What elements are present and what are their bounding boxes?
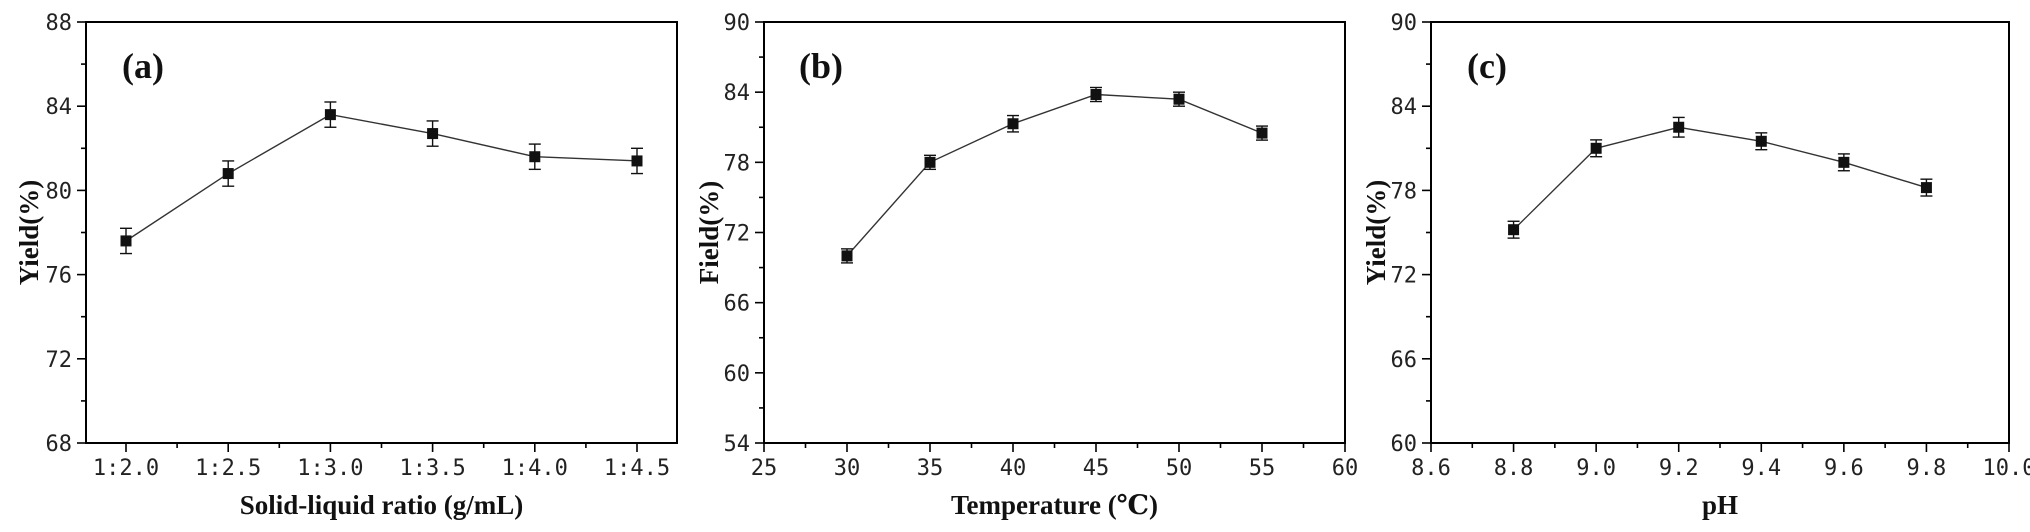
x-tick-label-c: 10.0 <box>1983 456 2030 481</box>
y-tick-label-a: 76 <box>46 264 73 289</box>
x-tick-label-a: 1:3.5 <box>399 456 465 481</box>
y-tick-label-c: 78 <box>1391 179 1418 204</box>
x-ticks-a: 1:2.0 1:2.5 1:3.0 1:3.5 1:4.0 1:4.5 <box>93 443 670 481</box>
y-tick-label-b: 60 <box>724 362 751 387</box>
x-ticks-c: 8.6 8.8 9.0 9.2 9.4 9.6 9.8 10.0 <box>1411 443 2030 481</box>
x-tick-label-b: 35 <box>917 456 944 481</box>
x-axis-label-a: Solid-liquid ratio (g/mL) <box>240 490 524 520</box>
data-point-a <box>529 151 541 163</box>
panel-label-c: (c) <box>1467 46 1507 86</box>
x-tick-label-a: 1:3.0 <box>297 456 363 481</box>
x-tick-label-c: 8.6 <box>1411 456 1451 481</box>
series-a <box>120 101 643 255</box>
data-point-c <box>1508 224 1520 236</box>
y-ticks-a: 68 72 76 80 84 88 <box>46 11 86 457</box>
data-point-a <box>120 235 132 247</box>
y-ticks-b: 54 60 66 72 78 84 90 <box>724 11 764 457</box>
data-point-c <box>1838 156 1850 168</box>
data-point-a <box>631 155 643 167</box>
data-point-c <box>1755 135 1767 147</box>
y-tick-label-b: 84 <box>724 81 751 106</box>
series-c <box>1507 116 1933 239</box>
panel-label-a: (a) <box>122 46 164 86</box>
data-point-b <box>924 156 936 168</box>
y-tick-label-c: 90 <box>1391 11 1418 36</box>
x-tick-label-c: 9.0 <box>1576 456 1616 481</box>
x-tick-label-c: 9.8 <box>1907 456 1947 481</box>
x-tick-label-c: 9.4 <box>1741 456 1781 481</box>
x-tick-label-b: 40 <box>1000 456 1027 481</box>
y-tick-label-c: 60 <box>1391 432 1418 457</box>
y-axis-label-c: Yield(%) <box>1361 180 1391 285</box>
data-point-b <box>1173 93 1185 105</box>
x-tick-label-b: 60 <box>1332 456 1359 481</box>
x-tick-label-c: 8.8 <box>1494 456 1534 481</box>
y-tick-label-b: 54 <box>724 432 751 457</box>
x-tick-label-a: 1:2.5 <box>195 456 261 481</box>
data-point-b <box>841 250 853 262</box>
plot-frame-a <box>85 21 678 444</box>
x-tick-label-a: 1:2.0 <box>93 456 159 481</box>
y-tick-label-a: 88 <box>46 11 73 36</box>
data-point-c <box>1590 142 1602 154</box>
x-tick-label-b: 50 <box>1166 456 1193 481</box>
series-line-b <box>846 93 1263 257</box>
data-point-b <box>1256 127 1268 139</box>
panel-a: 1:2.0 1:2.5 1:3.0 1:3.5 1:4.0 1:4.5 68 72 76 80 8… <box>14 11 678 520</box>
y-axis-label-b: Field(%) <box>694 181 724 284</box>
y-tick-label-c: 66 <box>1391 348 1418 373</box>
y-tick-label-c: 84 <box>1391 95 1418 120</box>
x-tick-label-c: 9.2 <box>1659 456 1699 481</box>
x-ticks-b: 25 30 35 40 45 50 55 60 <box>751 443 1359 481</box>
data-point-a <box>222 168 234 180</box>
x-tick-label-a: 1:4.0 <box>502 456 568 481</box>
x-tick-label-b: 45 <box>1083 456 1110 481</box>
y-ticks-c: 60 66 72 78 84 90 <box>1391 11 1431 457</box>
x-tick-label-a: 1:4.5 <box>604 456 670 481</box>
y-tick-label-b: 78 <box>724 151 751 176</box>
data-point-c <box>1920 182 1932 194</box>
panel-label-b: (b) <box>799 46 843 86</box>
x-tick-label-b: 55 <box>1249 456 1276 481</box>
y-tick-label-a: 68 <box>46 432 73 457</box>
y-tick-label-b: 72 <box>724 222 751 247</box>
x-tick-label-b: 30 <box>834 456 861 481</box>
y-tick-label-b: 90 <box>724 11 751 36</box>
data-point-b <box>1090 89 1102 101</box>
data-point-c <box>1673 121 1685 133</box>
x-tick-label-c: 9.6 <box>1824 456 1864 481</box>
x-axis-label-c: pH <box>1702 490 1738 520</box>
data-point-a <box>324 109 336 121</box>
panel-b: 25 30 35 40 45 50 55 60 54 60 66 72 78 84 90 (b) Temp… <box>694 11 1358 520</box>
y-tick-label-c: 72 <box>1391 264 1418 289</box>
y-tick-label-a: 84 <box>46 95 73 120</box>
data-point-b <box>1007 118 1019 130</box>
y-tick-label-a: 80 <box>46 179 73 204</box>
series-line-a <box>125 113 638 242</box>
y-tick-label-a: 72 <box>46 348 73 373</box>
x-tick-label-b: 25 <box>751 456 778 481</box>
x-axis-label-b: Temperature (℃) <box>951 490 1158 520</box>
y-tick-label-b: 66 <box>724 292 751 317</box>
series-b <box>841 86 1268 264</box>
data-point-a <box>427 128 439 140</box>
panel-c: 8.6 8.8 9.0 9.2 9.4 9.6 9.8 10.0 60 66 72 78 84 90 (… <box>1361 11 2030 520</box>
plot-frame-b <box>763 21 1346 444</box>
series-line-c <box>1513 126 1927 231</box>
y-axis-label-a: Yield(%) <box>14 180 44 285</box>
